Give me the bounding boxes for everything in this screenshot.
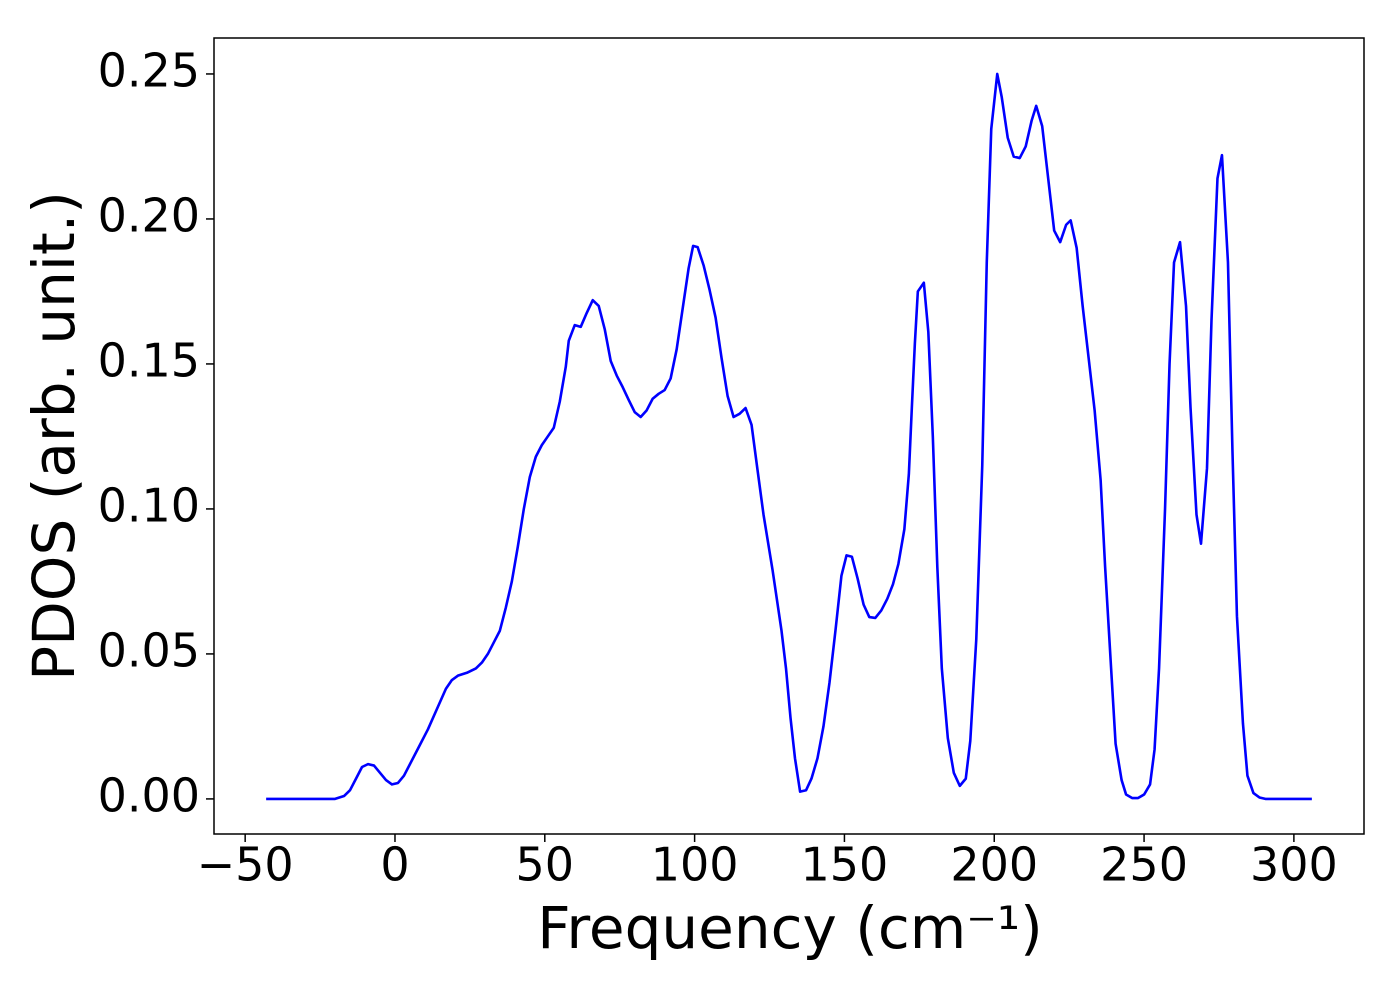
x-tick-label: 0 [380, 838, 409, 892]
plot-frame [213, 37, 1365, 835]
y-tick-label: 0.25 [98, 43, 200, 97]
y-tick-label: 0.15 [98, 333, 200, 387]
y-tick-label: 0.05 [98, 623, 200, 677]
x-tick-label: 150 [801, 838, 889, 892]
data-line [266, 72, 1312, 801]
x-axis-label: Frequency (cm⁻¹) [537, 894, 1043, 962]
y-axis-label: PDOS (arb. unit.) [20, 191, 88, 681]
x-tick-label: 200 [950, 838, 1038, 892]
y-tick-label: 0.20 [98, 188, 200, 242]
x-tick-label: 250 [1100, 838, 1188, 892]
x-tick-label: 50 [516, 838, 575, 892]
x-tick-label: 300 [1250, 838, 1338, 892]
y-tick-label: 0.10 [98, 478, 200, 532]
x-tick-label: 100 [651, 838, 739, 892]
x-tick-label: −50 [197, 838, 294, 892]
y-tick-label: 0.00 [98, 768, 200, 822]
